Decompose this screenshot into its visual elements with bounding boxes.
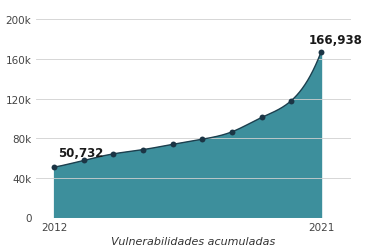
Point [81, 159, 87, 163]
Point [199, 138, 205, 142]
Point [288, 99, 294, 103]
Point [318, 51, 324, 55]
Point [140, 148, 146, 152]
Point [259, 116, 264, 120]
Point [229, 130, 235, 134]
Point [51, 166, 57, 170]
Text: 166,938: 166,938 [309, 34, 363, 47]
Text: 50,732: 50,732 [58, 147, 104, 160]
Point [110, 152, 116, 156]
X-axis label: Vulnerabilidades acumuladas: Vulnerabilidades acumuladas [111, 237, 276, 246]
Point [170, 143, 176, 147]
